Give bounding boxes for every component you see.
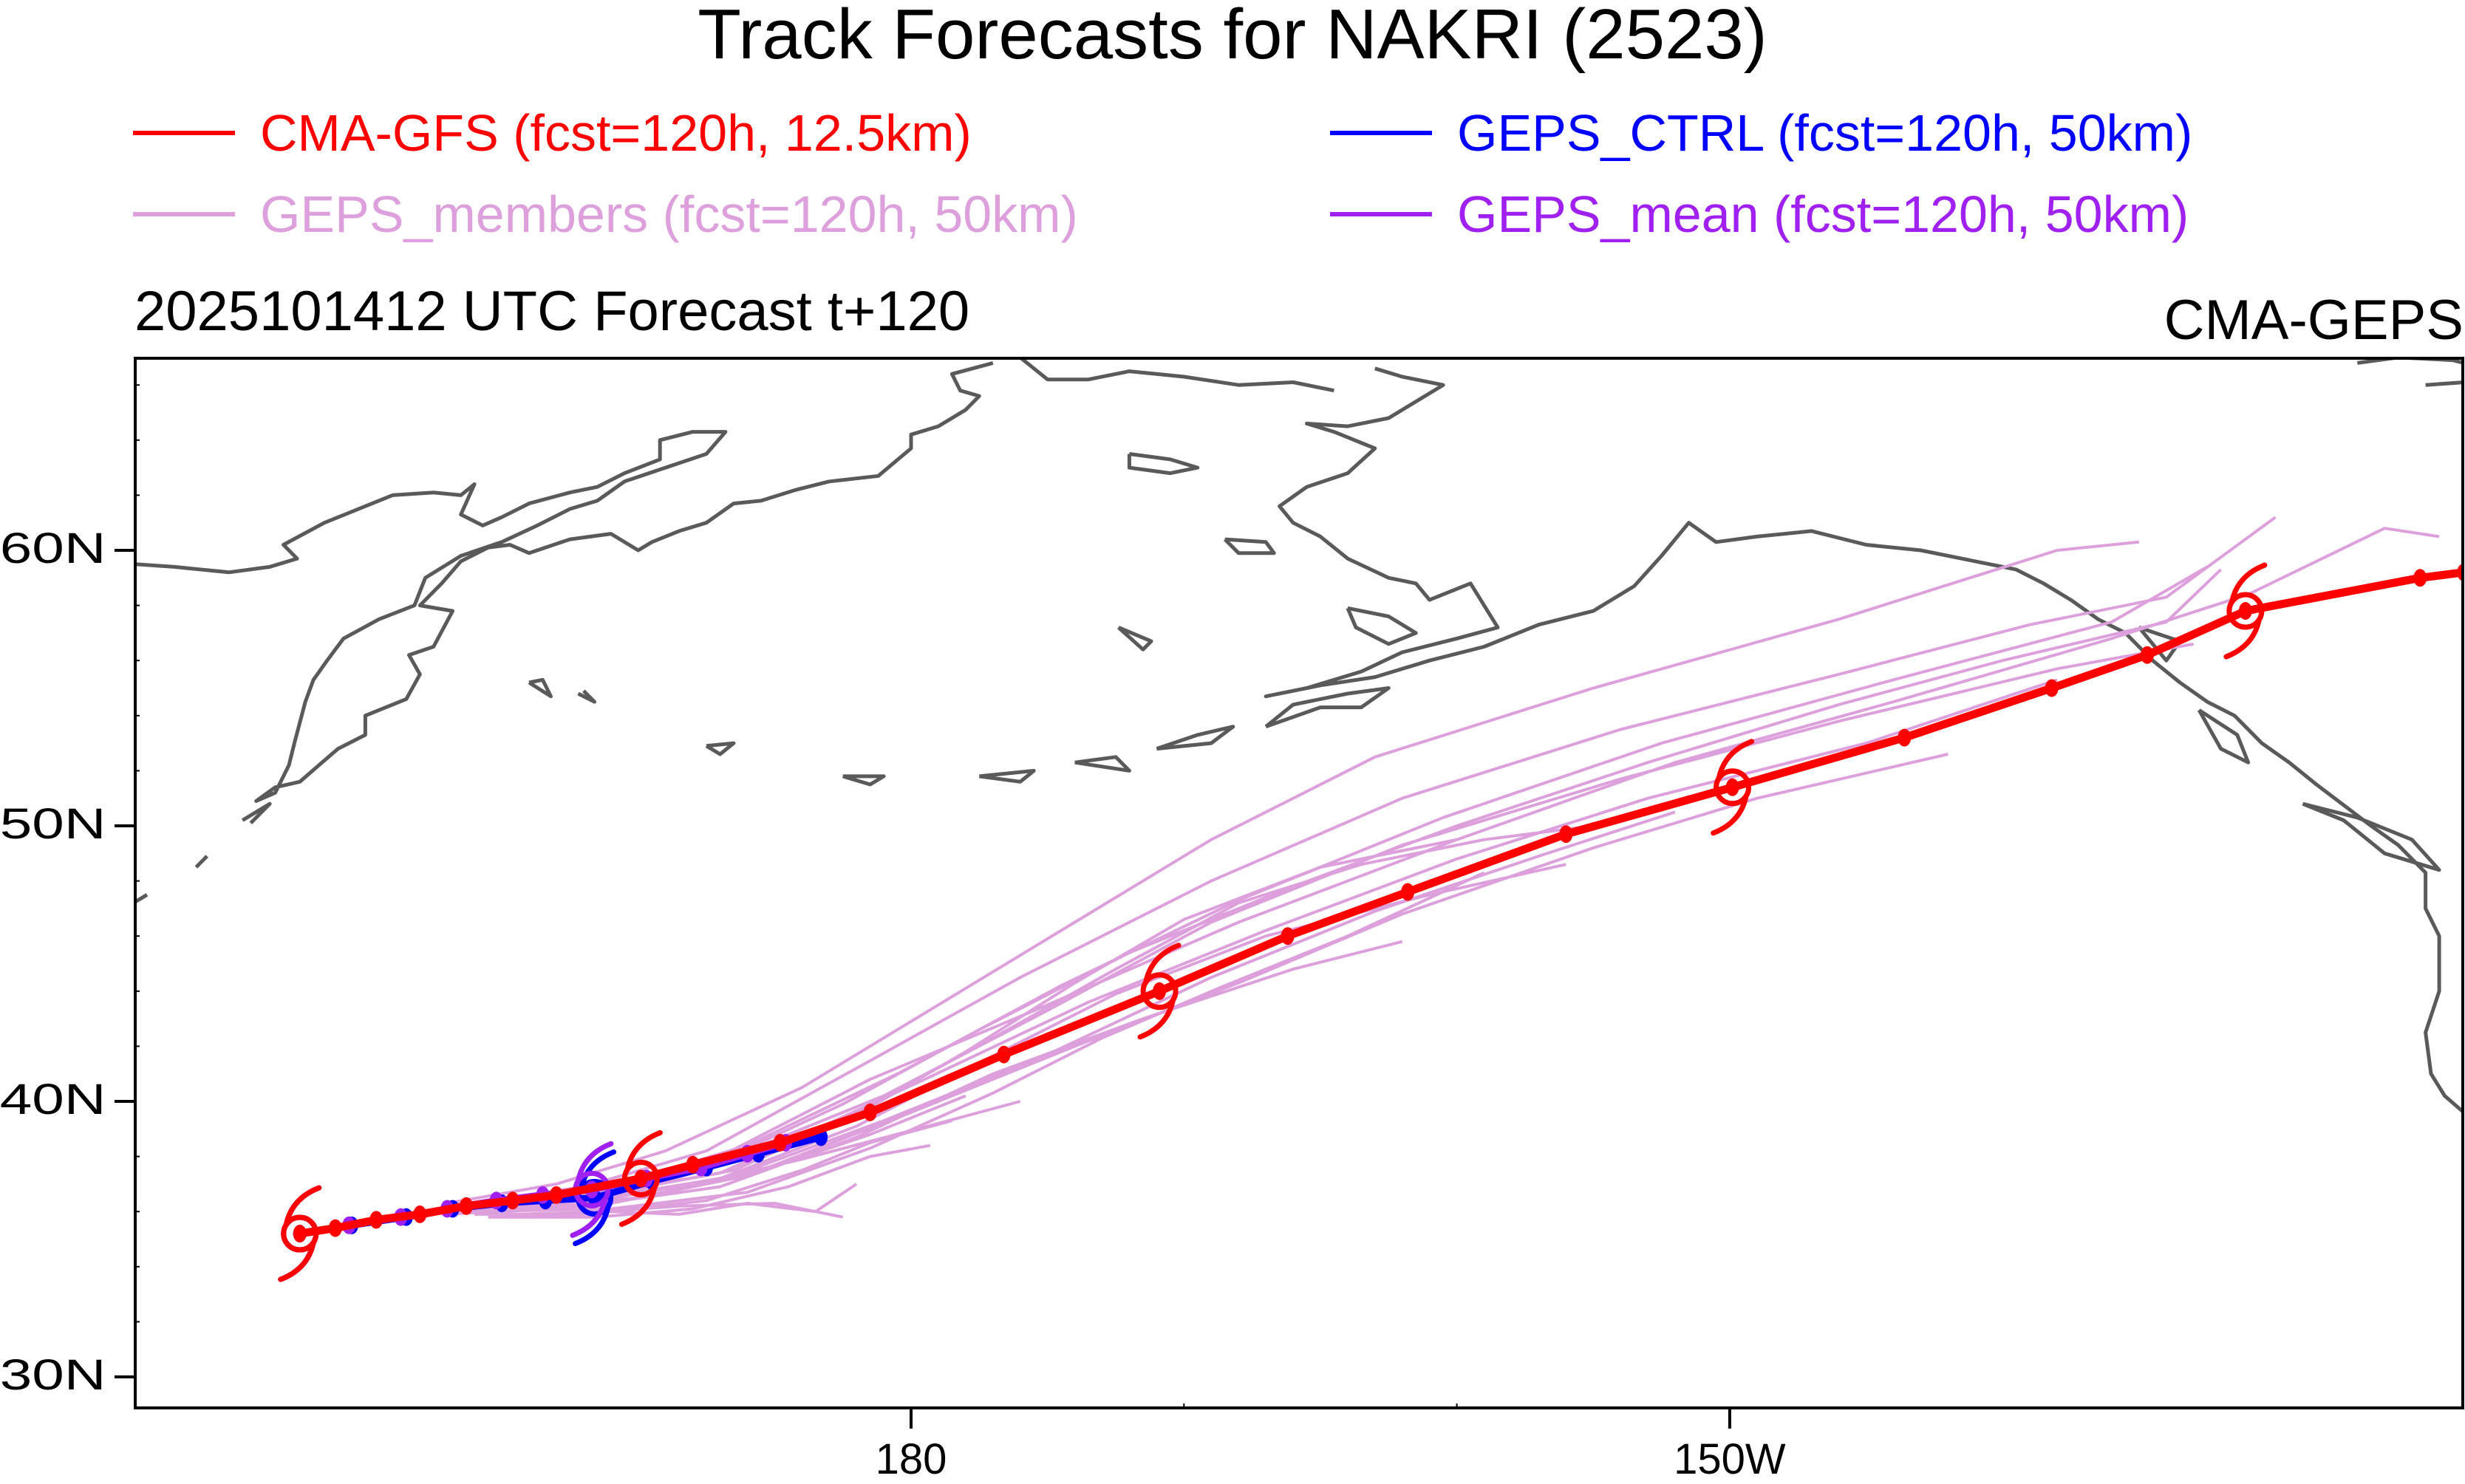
coastline-segment [1074,755,1131,773]
geps-member-track [460,568,2222,1214]
cma-gfs-track-point [2413,569,2427,587]
y-tick-label: 30N [0,1351,106,1399]
legend-label-geps-ctrl: GEPS_CTRL (fcst=120h, 50km) [1457,104,2193,162]
geps-member-track [515,1202,844,1219]
coastline-segment [2302,801,2441,872]
cma-gfs-track-point [997,1045,1011,1064]
cma-gfs-track-point [2140,646,2154,664]
legend-swatch-geps-members [133,212,235,216]
coastlines [135,358,2463,1114]
coastline-segment [705,741,736,756]
coastline-segment [194,855,208,869]
geps-member-track [488,1143,931,1219]
cma-gfs-track-point [328,1219,342,1237]
cma-gfs-track-point [505,1191,519,1210]
cma-gfs-track-point [549,1186,563,1204]
coastline-segment [577,689,597,704]
axis-ticks [115,384,1731,1429]
geps-member-track [474,871,1485,1214]
coastline-segment [1156,725,1235,751]
coastline-segment [1127,452,1200,476]
chart-title: Track Forecasts for NAKRI (2523) [698,0,1767,74]
model-subtitle: CMA-GEPS [2164,289,2464,352]
cma-gfs-typhoon-icon [2223,562,2268,660]
forecast-time-subtitle: 2025101412 UTC Forecast t+120 [134,280,970,343]
coastline-segment [1264,686,1391,729]
coastline-segment [978,768,1036,784]
x-tick-label: 180 [875,1435,947,1483]
track-series [278,562,2463,1282]
legend-geps-members: GEPS_members (fcst=120h, 50km) [133,185,1078,244]
geps-member-track [446,516,2277,1208]
legend-swatch-geps-mean [1330,212,1432,216]
cma-gfs-typhoon-icon [1137,943,1182,1040]
cma-gfs-track-line [299,568,2463,1238]
x-tick-label: 150W [1674,1435,1786,1483]
coastline-segment [1019,358,1334,393]
cma-gfs-track-point [1559,825,1573,844]
cma-gfs-track-point [863,1103,877,1121]
coastline-segment [1346,606,1418,646]
y-tick-label: 50N [0,800,106,848]
coastline-segment [241,801,272,825]
geps-member-track [446,540,2140,1205]
coastline-segment [135,360,994,803]
legend-label-geps-members: GEPS_members (fcst=120h, 50km) [260,185,1078,243]
legend-geps-ctrl: GEPS_CTRL (fcst=120h, 50km) [1330,103,2192,163]
coastline-segment [2425,380,2463,387]
coastline-segment [1117,626,1153,652]
cma-gfs-track-point [460,1197,474,1215]
y-tick-label: 60N [0,524,106,572]
cma-gfs-typhoon-icon [618,1129,663,1227]
y-tick-label: 40N [0,1076,106,1124]
legend-label-cma-gfs: CMA-GFS (fcst=120h, 12.5km) [260,104,972,162]
geps-member-tracks [446,516,2440,1219]
legend-swatch-geps-ctrl [1330,131,1432,135]
legend-geps-mean: GEPS_mean (fcst=120h, 50km) [1330,185,2189,244]
cma-gfs-track-point [686,1155,700,1174]
legend-swatch-cma-gfs [133,131,235,135]
cma-gfs-track-point [773,1133,787,1152]
geps-member-track [474,1094,966,1216]
coastline-segment [2137,626,2182,663]
coastline-segment [528,677,553,699]
coastline-segment [1264,366,2463,1114]
cma-gfs-track-point [1401,883,1415,901]
cma-gfs-typhoon-icon [278,1185,322,1282]
cma-gfs-track-point [2045,679,2059,697]
coastline-segment [842,774,886,787]
coastline-segment [2197,708,2251,765]
cma-gfs-track-point [369,1211,383,1229]
coastline-segment [1223,537,1276,555]
cma-gfs-track-point [413,1205,427,1223]
plot-frame [134,357,2464,1409]
cma-gfs-typhoon-icon [1711,739,1755,836]
cma-gfs-track-point [1898,728,1912,747]
legend-cma-gfs: CMA-GFS (fcst=120h, 12.5km) [133,103,972,163]
legend-label-geps-mean: GEPS_mean (fcst=120h, 50km) [1457,185,2189,243]
cma-gfs-track-point [1281,927,1295,946]
